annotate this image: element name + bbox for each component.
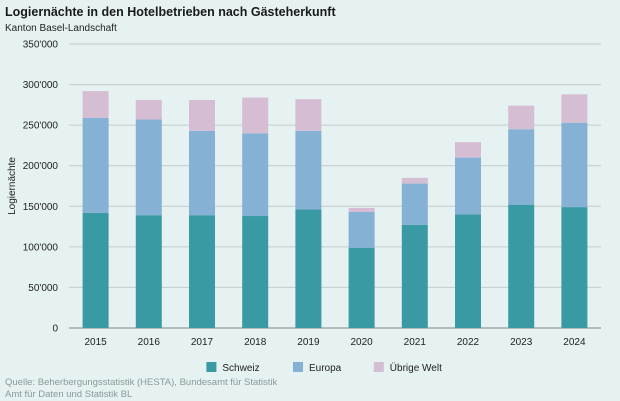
x-tick-label: 2015 bbox=[84, 337, 107, 348]
bar-übrige-welt-2020 bbox=[348, 207, 375, 212]
bar-übrige-welt-2018 bbox=[242, 97, 269, 134]
y-tick-label: 300'000 bbox=[23, 80, 59, 91]
y-tick-label: 100'000 bbox=[23, 242, 59, 253]
bar-schweiz-2016 bbox=[135, 215, 162, 328]
y-tick-label: 150'000 bbox=[23, 202, 59, 213]
legend-label: Europa bbox=[309, 363, 342, 374]
x-tick-label: 2016 bbox=[138, 337, 161, 348]
bar-europa-2017 bbox=[189, 130, 215, 216]
source-line-1: Quelle: Beherbergungsstatistik (HESTA), … bbox=[5, 377, 278, 388]
bar-europa-2016 bbox=[135, 119, 162, 216]
x-tick-label: 2024 bbox=[563, 337, 586, 348]
bar-schweiz-2023 bbox=[508, 204, 535, 328]
y-tick-label: 200'000 bbox=[23, 161, 59, 172]
x-tick-label: 2019 bbox=[297, 337, 320, 348]
x-tick-label: 2023 bbox=[510, 337, 533, 348]
bar-übrige-welt-2023 bbox=[508, 105, 535, 130]
y-tick-label: 350'000 bbox=[23, 40, 59, 51]
legend-label: Schweiz bbox=[222, 363, 259, 374]
chart-subtitle: Kanton Basel-Landschaft bbox=[5, 23, 117, 34]
chart-title: Logiernächte in den Hotelbetrieben nach … bbox=[5, 5, 336, 19]
bar-übrige-welt-2015 bbox=[82, 91, 109, 118]
bar-europa-2021 bbox=[401, 183, 428, 225]
x-tick-label: 2022 bbox=[457, 337, 480, 348]
bar-europa-2018 bbox=[242, 133, 269, 217]
bar-schweiz-2018 bbox=[242, 216, 269, 328]
bar-schweiz-2021 bbox=[401, 224, 428, 328]
y-tick-label: 250'000 bbox=[23, 121, 59, 132]
legend-swatch bbox=[293, 362, 303, 372]
x-tick-label: 2020 bbox=[350, 337, 373, 348]
bar-europa-2023 bbox=[508, 129, 535, 205]
bar-europa-2020 bbox=[348, 211, 375, 248]
legend-swatch bbox=[206, 362, 217, 372]
x-tick-label: 2018 bbox=[244, 337, 267, 348]
bar-europa-2024 bbox=[561, 122, 588, 208]
legend-label: Übrige Welt bbox=[390, 362, 442, 374]
bar-europa-2022 bbox=[455, 157, 481, 215]
y-tick-label: 50'000 bbox=[28, 283, 58, 294]
bar-europa-2015 bbox=[82, 117, 109, 213]
bar-übrige-welt-2024 bbox=[561, 94, 588, 123]
bar-schweiz-2024 bbox=[561, 207, 588, 328]
bar-schweiz-2020 bbox=[348, 247, 375, 328]
bar-schweiz-2015 bbox=[82, 212, 109, 328]
y-axis-label: Logiernächte bbox=[7, 157, 18, 215]
source-line-2: Amt für Daten und Statistik BL bbox=[5, 389, 133, 400]
source-note: Quelle: Beherbergungsstatistik (HESTA), … bbox=[5, 377, 277, 401]
bar-schweiz-2019 bbox=[295, 209, 322, 328]
y-tick-label: 0 bbox=[52, 324, 58, 335]
bar-übrige-welt-2017 bbox=[189, 99, 215, 131]
x-tick-label: 2017 bbox=[191, 337, 214, 348]
bar-übrige-welt-2019 bbox=[295, 99, 322, 131]
bar-übrige-welt-2021 bbox=[401, 177, 428, 184]
legend-swatch bbox=[373, 362, 384, 372]
bar-übrige-welt-2022 bbox=[455, 142, 481, 158]
bar-schweiz-2022 bbox=[455, 214, 481, 328]
bar-schweiz-2017 bbox=[189, 215, 215, 328]
bar-übrige-welt-2016 bbox=[135, 99, 162, 120]
x-tick-label: 2021 bbox=[404, 337, 427, 348]
bar-europa-2019 bbox=[295, 130, 322, 210]
